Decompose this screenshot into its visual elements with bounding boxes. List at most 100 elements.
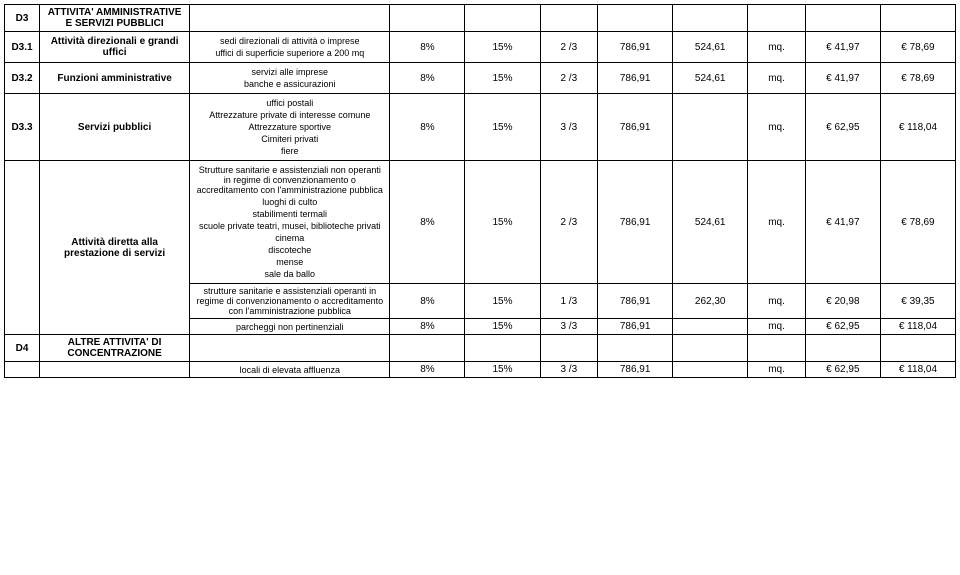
row-code [5, 161, 40, 335]
empty-cell [673, 5, 748, 32]
cell-v7: € 41,97 [805, 161, 880, 284]
empty-cell [465, 335, 540, 362]
cell-v5: 524,61 [673, 161, 748, 284]
desc-line: Attrezzature sportive [194, 122, 385, 132]
desc-line: servizi alle imprese [194, 67, 385, 77]
cell-v1: 8% [390, 94, 465, 161]
row-category: Funzioni amministrative [40, 63, 190, 94]
row-desc: uffici postali Attrezzature private di i… [190, 94, 390, 161]
desc-line: discoteche [194, 245, 385, 255]
tariff-table: D3 ATTIVITA' AMMINISTRATIVE E SERVIZI PU… [4, 4, 956, 378]
empty-cell [880, 335, 955, 362]
cell-v2: 15% [465, 161, 540, 284]
row-desc: strutture sanitarie e assistenziali oper… [190, 284, 390, 319]
cell-v6: mq. [748, 161, 806, 284]
cell-v5 [673, 319, 748, 335]
empty-cell [673, 335, 748, 362]
desc-line: uffici postali [194, 98, 385, 108]
row-desc: sedi direzionali di attività o imprese u… [190, 32, 390, 63]
section-code: D4 [5, 335, 40, 362]
desc-line: uffici di superficie superiore a 200 mq [194, 48, 385, 58]
cell-v4: 786,91 [598, 94, 673, 161]
row-category: Servizi pubblici [40, 94, 190, 161]
desc-line: cinema [194, 233, 385, 243]
cell-v8: € 78,69 [880, 161, 955, 284]
cell-v3: 3 /3 [540, 362, 598, 378]
cell-v8: € 118,04 [880, 94, 955, 161]
desc-line: fiere [194, 146, 385, 156]
cell-v4: 786,91 [598, 284, 673, 319]
cell-v3: 2 /3 [540, 63, 598, 94]
cell-v5: 262,30 [673, 284, 748, 319]
cell-v4: 786,91 [598, 161, 673, 284]
section-code: D3 [5, 5, 40, 32]
desc-line: sale da ballo [194, 269, 385, 279]
cell-v2: 15% [465, 94, 540, 161]
cell-v6: mq. [748, 94, 806, 161]
cell-v8: € 78,69 [880, 32, 955, 63]
empty-cell [190, 335, 390, 362]
cell-v7: € 41,97 [805, 32, 880, 63]
cell-v7: € 20,98 [805, 284, 880, 319]
cell-v1: 8% [390, 319, 465, 335]
cell-v2: 15% [465, 319, 540, 335]
cell-v8: € 118,04 [880, 319, 955, 335]
cell-v4: 786,91 [598, 362, 673, 378]
desc-line: banche e assicurazioni [194, 79, 385, 89]
table-row: D3.3 Servizi pubblici uffici postali Att… [5, 94, 956, 161]
row-category: Attività diretta alla prestazione di ser… [40, 161, 190, 335]
desc-line: scuole private teatri, musei, bibliotech… [194, 221, 385, 231]
empty-cell [465, 5, 540, 32]
cell-v1: 8% [390, 284, 465, 319]
cell-v1: 8% [390, 32, 465, 63]
empty-cell [540, 335, 598, 362]
cell-v7: € 62,95 [805, 94, 880, 161]
cell-v6: mq. [748, 362, 806, 378]
empty-cell [805, 335, 880, 362]
desc-line: Attrezzature private di interesse comune [194, 110, 385, 120]
cell-v6: mq. [748, 63, 806, 94]
cell-v3: 3 /3 [540, 319, 598, 335]
empty-cell [540, 5, 598, 32]
empty-cell [880, 5, 955, 32]
cell-v2: 15% [465, 284, 540, 319]
cell-v7: € 62,95 [805, 362, 880, 378]
table-row: locali di elevata affluenza 8% 15% 3 /3 … [5, 362, 956, 378]
cell-v3: 3 /3 [540, 94, 598, 161]
empty-cell [190, 5, 390, 32]
row-desc: parcheggi non pertinenziali [190, 319, 390, 335]
cell-v3: 1 /3 [540, 284, 598, 319]
cell-v5: 524,61 [673, 63, 748, 94]
cell-v4: 786,91 [598, 32, 673, 63]
cell-v7: € 41,97 [805, 63, 880, 94]
row-desc: servizi alle imprese banche e assicurazi… [190, 63, 390, 94]
table-row: D3.2 Funzioni amministrative servizi all… [5, 63, 956, 94]
cell-v1: 8% [390, 63, 465, 94]
desc-line: stabilimenti termali [194, 209, 385, 219]
cell-v6: mq. [748, 284, 806, 319]
cell-v8: € 118,04 [880, 362, 955, 378]
empty-cell [805, 5, 880, 32]
cell-v5 [673, 362, 748, 378]
cell-v8: € 39,35 [880, 284, 955, 319]
row-desc: Strutture sanitarie e assistenziali non … [190, 161, 390, 284]
cell-v8: € 78,69 [880, 63, 955, 94]
desc-line: mense [194, 257, 385, 267]
empty-cell [598, 5, 673, 32]
section-header-row: D3 ATTIVITA' AMMINISTRATIVE E SERVIZI PU… [5, 5, 956, 32]
cell-v5: 524,61 [673, 32, 748, 63]
cell-v2: 15% [465, 362, 540, 378]
cell-v6: mq. [748, 319, 806, 335]
cell-v7: € 62,95 [805, 319, 880, 335]
empty-cell [390, 5, 465, 32]
row-category: Attività direzionali e grandi uffici [40, 32, 190, 63]
empty-cell [748, 335, 806, 362]
desc-line: Strutture sanitarie e assistenziali non … [194, 165, 385, 195]
cell-v2: 15% [465, 63, 540, 94]
table-row: D3.1 Attività direzionali e grandi uffic… [5, 32, 956, 63]
empty-cell [40, 362, 190, 378]
cell-v5 [673, 94, 748, 161]
cell-v1: 8% [390, 362, 465, 378]
desc-line: Cimiteri privati [194, 134, 385, 144]
cell-v3: 2 /3 [540, 32, 598, 63]
